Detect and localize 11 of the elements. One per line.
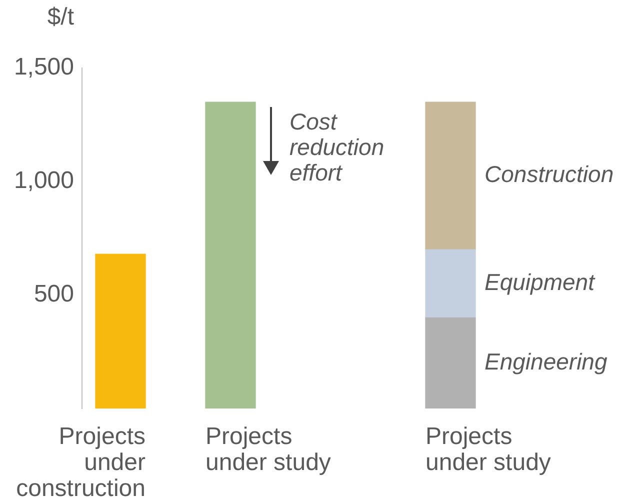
series-label: Engineering (484, 348, 608, 374)
y-axis-title: $/t (47, 4, 74, 31)
x-tick-label: Projects under study (426, 423, 551, 476)
series-label: Construction (484, 161, 614, 188)
annotation: Cost reduction effort (290, 108, 384, 186)
y-tick-label: 1,000 (14, 167, 74, 194)
y-tick-label: 500 (34, 280, 74, 308)
x-tick-label: Projects under construction (16, 423, 146, 498)
series-label: Equipment (484, 269, 596, 296)
x-tick-label: Projects under study (206, 423, 331, 476)
y-tick-label: 1,500 (14, 54, 74, 81)
